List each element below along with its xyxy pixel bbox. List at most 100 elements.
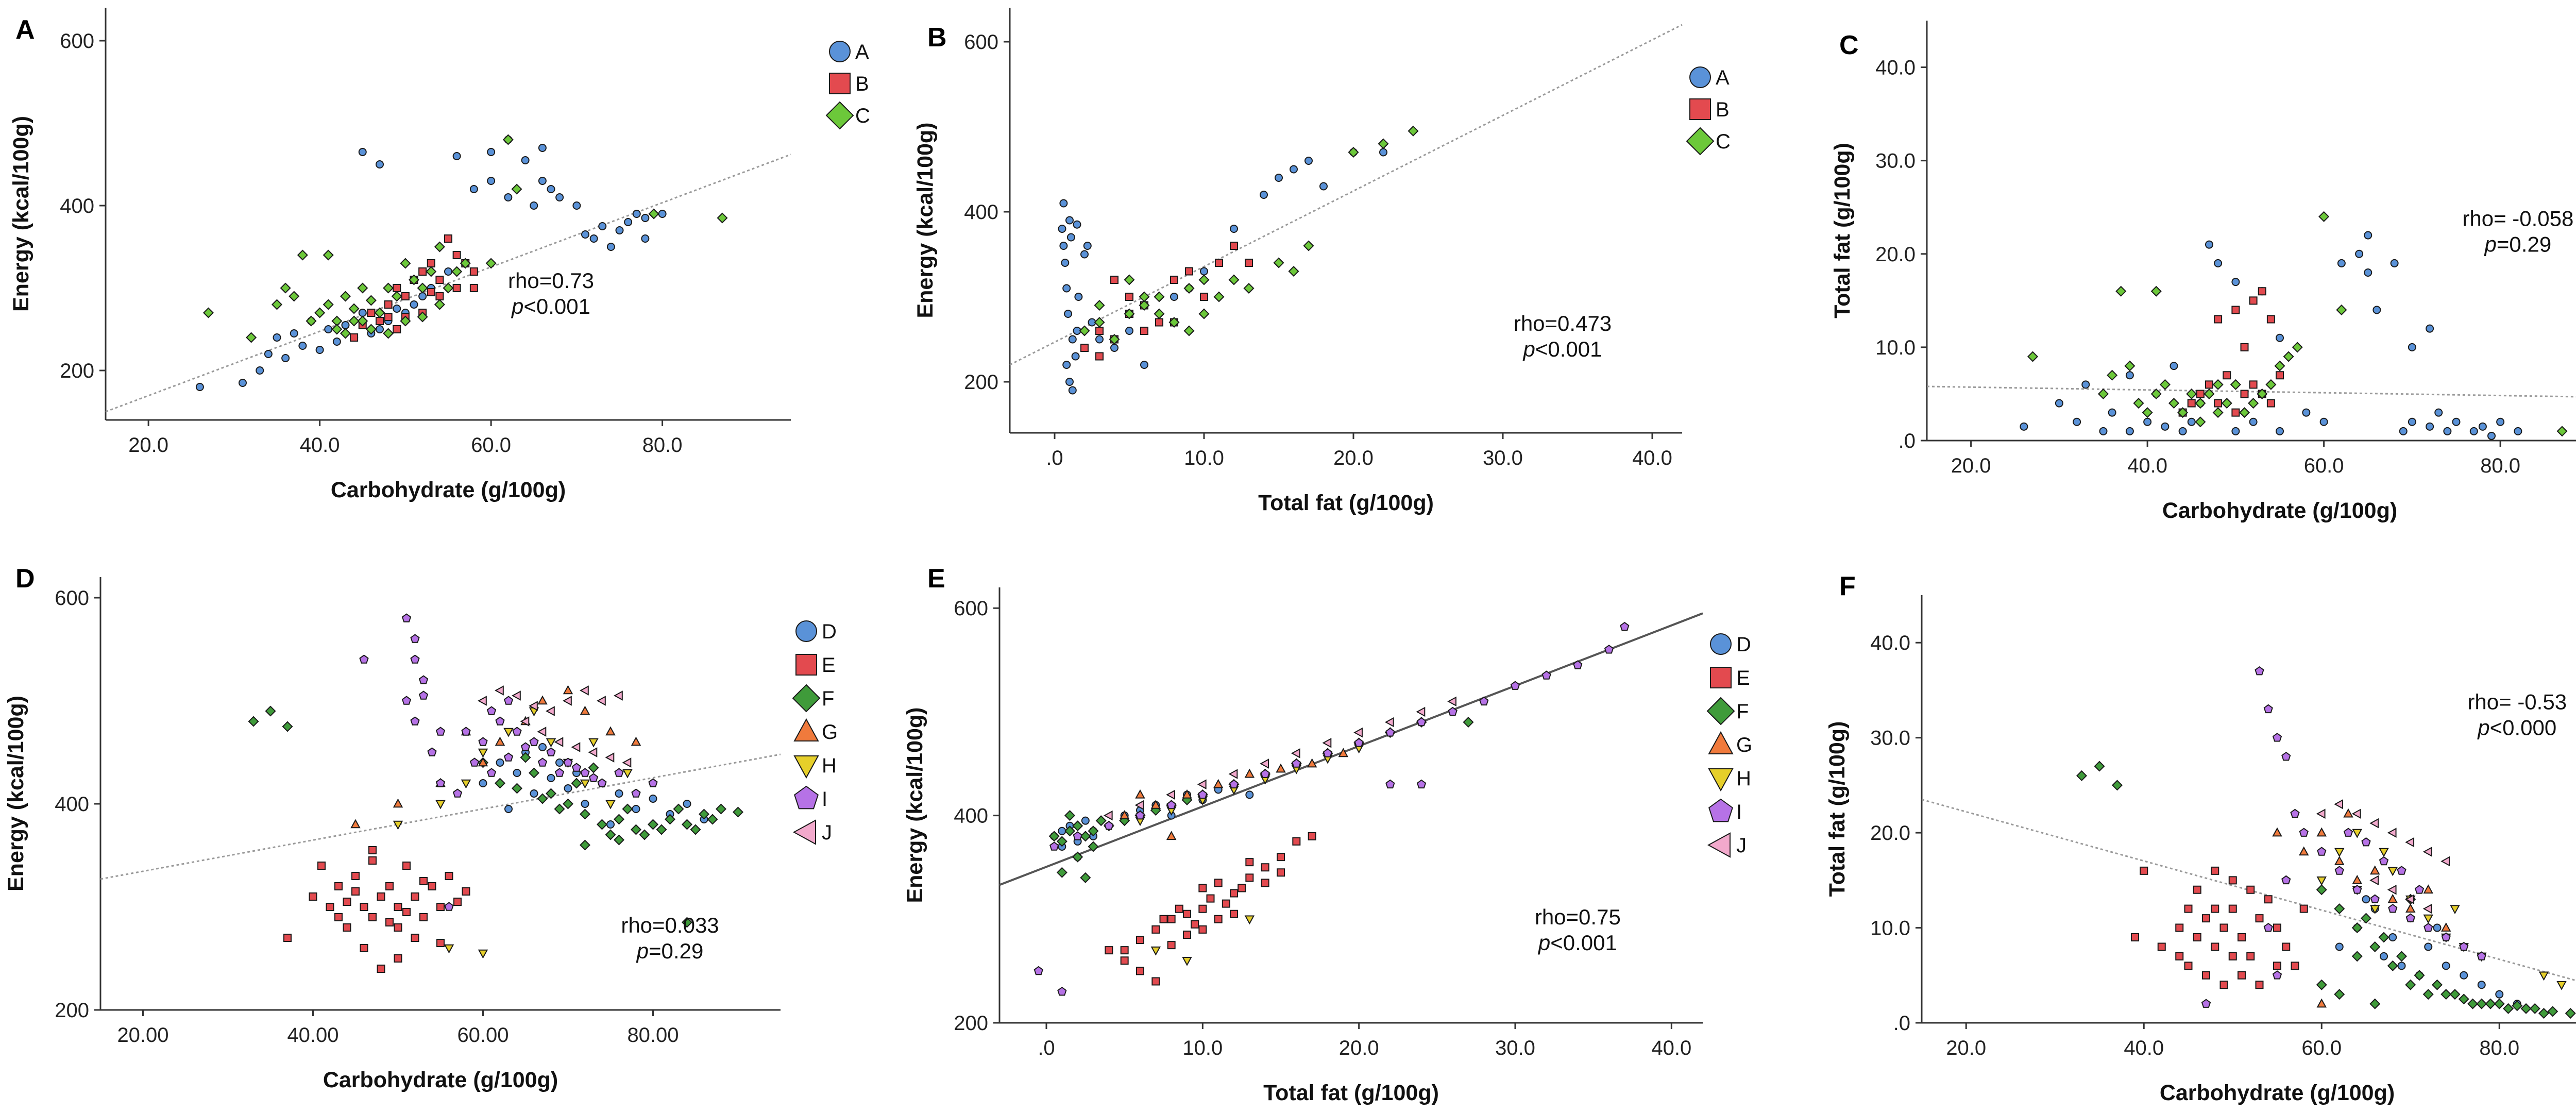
- series-g: [1119, 748, 1349, 840]
- data-point: [520, 752, 531, 763]
- data-point: [2195, 416, 2206, 428]
- data-point: [452, 152, 461, 160]
- data-point: [1319, 182, 1328, 191]
- data-point: [613, 814, 625, 825]
- data-point: [2452, 417, 2461, 426]
- data-point: [2272, 827, 2282, 837]
- data-point: [264, 350, 273, 358]
- data-point: [2214, 399, 2223, 408]
- data-point: [2275, 427, 2284, 435]
- data-point: [698, 808, 710, 820]
- data-point: [323, 249, 334, 261]
- data-point: [452, 788, 463, 798]
- data-point: [2076, 770, 2088, 781]
- rho-annotation: rho=0.473: [1514, 311, 1612, 335]
- data-point: [1064, 310, 1073, 318]
- data-point: [1154, 308, 1165, 319]
- data-point: [393, 798, 403, 808]
- chart-panel-d: D 20.00 40.00 60.00 80.00 200 400 600 Carbohydra…: [4, 564, 838, 1092]
- data-point: [436, 903, 445, 911]
- data-point: [502, 134, 514, 145]
- data-point: [528, 767, 540, 779]
- data-point: [1170, 293, 1179, 301]
- data-point: [401, 613, 412, 622]
- data-point: [326, 903, 334, 911]
- data-point: [383, 328, 394, 339]
- y-tick-label: 200: [964, 371, 998, 394]
- data-point: [2228, 904, 2237, 913]
- data-point: [2399, 427, 2408, 435]
- x-axis-title: Carbohydrate (g/100g): [323, 1068, 558, 1092]
- data-point: [357, 315, 368, 327]
- data-point: [2133, 398, 2144, 409]
- data-point: [2387, 867, 2398, 876]
- x-tick-label: 20.0: [128, 434, 168, 457]
- data-point: [410, 300, 418, 309]
- x-tick-label: 40.00: [287, 1024, 338, 1047]
- data-point: [1277, 868, 1285, 877]
- data-point: [376, 317, 384, 325]
- data-point: [1261, 863, 1269, 872]
- legend-label: H: [1736, 767, 1751, 790]
- data-point: [1261, 879, 1269, 887]
- data-point: [2485, 998, 2496, 1009]
- data-point: [2272, 970, 2282, 980]
- data-point: [2258, 287, 2266, 296]
- x-tick-label: 20.0: [1333, 447, 1374, 469]
- data-point: [1198, 904, 1207, 913]
- y-axis-title: Energy (kcal/100g): [913, 122, 938, 318]
- data-point: [2538, 1008, 2550, 1019]
- data-point: [589, 234, 598, 243]
- data-point: [434, 299, 445, 310]
- legend-marker: [792, 819, 816, 845]
- data-point: [2193, 885, 2201, 894]
- data-point: [479, 779, 487, 787]
- data-point: [1167, 915, 1176, 923]
- legend-label: J: [1736, 834, 1747, 857]
- data-point: [2351, 808, 2361, 819]
- series-e: [283, 846, 470, 973]
- y-tick-label: 40.0: [1870, 632, 1910, 654]
- data-point: [1198, 789, 1208, 799]
- data-point: [2565, 1008, 2576, 1019]
- data-point: [580, 779, 590, 789]
- data-point: [1245, 790, 1254, 799]
- data-point: [256, 366, 264, 375]
- data-point: [1228, 274, 1240, 285]
- data-point: [2426, 422, 2434, 431]
- data-point: [1167, 941, 1176, 950]
- data-point: [538, 144, 547, 152]
- data-point: [1277, 853, 1285, 862]
- data-point: [350, 333, 359, 342]
- data-point: [1136, 936, 1144, 945]
- data-point: [613, 834, 625, 846]
- panel-letter: D: [15, 564, 35, 594]
- data-point: [2441, 856, 2450, 867]
- data-point: [2414, 970, 2425, 981]
- data-point: [417, 282, 428, 294]
- data-point: [238, 379, 247, 387]
- data-point: [1230, 909, 1238, 918]
- data-point: [360, 903, 368, 911]
- data-point: [393, 305, 401, 313]
- data-point: [2369, 818, 2379, 829]
- legend-label: D: [1736, 633, 1751, 656]
- data-point: [1095, 352, 1104, 361]
- data-point: [485, 258, 497, 269]
- chart-panel-f: F 20.0 40.0 60.0 80.0 .0 10.0 20.0 30.0 40.0 Carbo…: [1825, 571, 2576, 1105]
- data-point: [2257, 388, 2268, 399]
- y-axis-title: Total fat (g/100g): [1830, 143, 1855, 318]
- data-point: [2477, 981, 2486, 989]
- data-point: [530, 201, 538, 210]
- data-point: [1307, 758, 1317, 768]
- x-tick-label: 80.0: [642, 434, 683, 457]
- x-axis-title: Carbohydrate (g/100g): [2160, 1081, 2395, 1105]
- data-point: [435, 778, 446, 787]
- data-point: [1230, 242, 1238, 250]
- data-point: [1408, 125, 1419, 137]
- data-point: [1120, 956, 1129, 965]
- data-point: [2443, 427, 2452, 435]
- data-point: [2255, 666, 2264, 676]
- data-point: [340, 291, 351, 302]
